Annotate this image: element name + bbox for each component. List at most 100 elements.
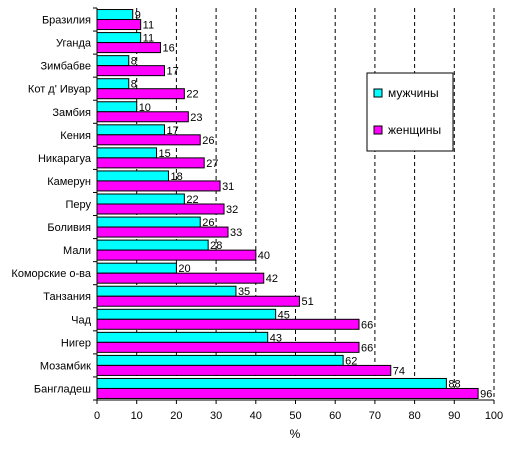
x-tick-label: 60 — [329, 410, 341, 422]
x-tick-label: 10 — [131, 410, 143, 422]
data-label: 45 — [278, 309, 290, 321]
data-label: 27 — [206, 158, 218, 170]
data-label: 23 — [190, 112, 202, 124]
category-label: Боливия — [47, 222, 91, 234]
bar-women — [96, 249, 257, 261]
bar-women — [96, 318, 360, 330]
bar-men — [96, 124, 165, 136]
bar-men — [96, 55, 130, 67]
data-label: 26 — [202, 217, 214, 229]
x-axis-label: % — [290, 427, 301, 441]
bar-men — [96, 285, 237, 297]
category-label: Бразилия — [42, 15, 91, 27]
x-tick-label: 80 — [408, 410, 420, 422]
category-label: Перу — [65, 199, 91, 211]
category-label: Уганда — [56, 38, 92, 50]
bar-men — [96, 377, 447, 389]
category-label: Замбия — [52, 107, 91, 119]
data-label: 51 — [301, 296, 313, 308]
data-label: 32 — [226, 204, 238, 216]
data-label: 28 — [210, 240, 222, 252]
bar-women — [96, 134, 201, 146]
x-tick-label: 50 — [289, 410, 301, 422]
data-label: 43 — [270, 332, 282, 344]
category-label: Камерун — [47, 176, 91, 188]
bar-men — [96, 262, 177, 274]
data-label: 22 — [186, 194, 198, 206]
legend-swatch — [373, 88, 383, 98]
legend-entry: женщины — [388, 123, 441, 137]
category-label: Кения — [60, 130, 91, 142]
data-label: 33 — [230, 227, 242, 239]
data-label: 26 — [202, 135, 214, 147]
data-label: 18 — [170, 171, 182, 183]
data-label: 11 — [143, 20, 154, 32]
bar-men — [96, 193, 185, 205]
bar-women — [96, 180, 221, 192]
bar-men — [96, 147, 158, 159]
data-label: 16 — [163, 43, 175, 55]
data-label: 20 — [178, 263, 190, 275]
data-label: 11 — [143, 33, 154, 45]
category-label: Никарагуа — [38, 153, 92, 165]
bar-women — [96, 387, 479, 399]
x-tick-label: 70 — [369, 410, 381, 422]
category-label: Кот д' Ивуар — [28, 84, 91, 96]
bar-men — [96, 170, 169, 182]
bar-men — [96, 78, 130, 90]
category-label: Танзания — [43, 291, 91, 303]
data-label: 15 — [159, 148, 171, 160]
bar-men — [96, 308, 277, 320]
data-label: 8 — [131, 79, 137, 91]
bar-men — [96, 354, 344, 366]
x-tick-label: 40 — [250, 410, 262, 422]
bars — [96, 9, 479, 399]
data-label: 10 — [139, 102, 151, 114]
bar-men — [96, 239, 209, 251]
data-label: 40 — [258, 250, 270, 262]
category-label: Бангладеш — [34, 383, 91, 395]
legend-box — [366, 72, 454, 152]
category-label: Мали — [63, 245, 91, 257]
data-label: 17 — [166, 66, 178, 78]
legend-entry: мужчины — [388, 86, 439, 100]
bar-men — [96, 216, 201, 228]
category-label: Зимбабве — [40, 61, 91, 73]
category-label: Коморские о-ва — [11, 268, 91, 280]
bar-men — [96, 101, 138, 113]
data-label: 66 — [361, 319, 373, 331]
bar-men — [96, 32, 142, 44]
data-label: 74 — [393, 365, 405, 377]
data-label: 88 — [448, 378, 460, 390]
data-label: 42 — [266, 273, 278, 285]
x-tick-label: 20 — [170, 410, 182, 422]
bar-women — [96, 203, 225, 215]
bar-women — [96, 341, 360, 353]
data-label: 96 — [480, 388, 492, 400]
x-tick-label: 0 — [94, 410, 100, 422]
data-label: 17 — [166, 125, 178, 137]
x-tick-label: 100 — [485, 410, 503, 422]
x-tick-label: 30 — [210, 410, 222, 422]
category-label: Мозамбик — [40, 360, 91, 372]
bar-women — [96, 295, 300, 307]
data-label: 31 — [222, 181, 234, 193]
data-label: 8 — [131, 56, 137, 68]
data-label: 22 — [186, 89, 198, 101]
data-label: 66 — [361, 342, 373, 354]
category-label: Нигер — [61, 337, 91, 349]
category-label: Чад — [71, 314, 91, 326]
data-label: 9 — [135, 10, 141, 22]
axes: 0 10 20 30 40 50 60 70 80 90 100 — [93, 7, 503, 422]
legend-swatch — [373, 125, 383, 135]
data-label: 62 — [345, 355, 357, 367]
data-label: 35 — [238, 286, 250, 298]
legend: мужчины женщины — [366, 72, 454, 152]
x-tick-label: 90 — [448, 410, 460, 422]
bar-women — [96, 157, 205, 169]
category-labels: Бразилия Уганда Зимбабве Кот д' Ивуар Замбия… — [11, 15, 91, 396]
bar-women — [96, 88, 185, 100]
bar-men — [96, 9, 134, 21]
bar-men — [96, 331, 269, 343]
